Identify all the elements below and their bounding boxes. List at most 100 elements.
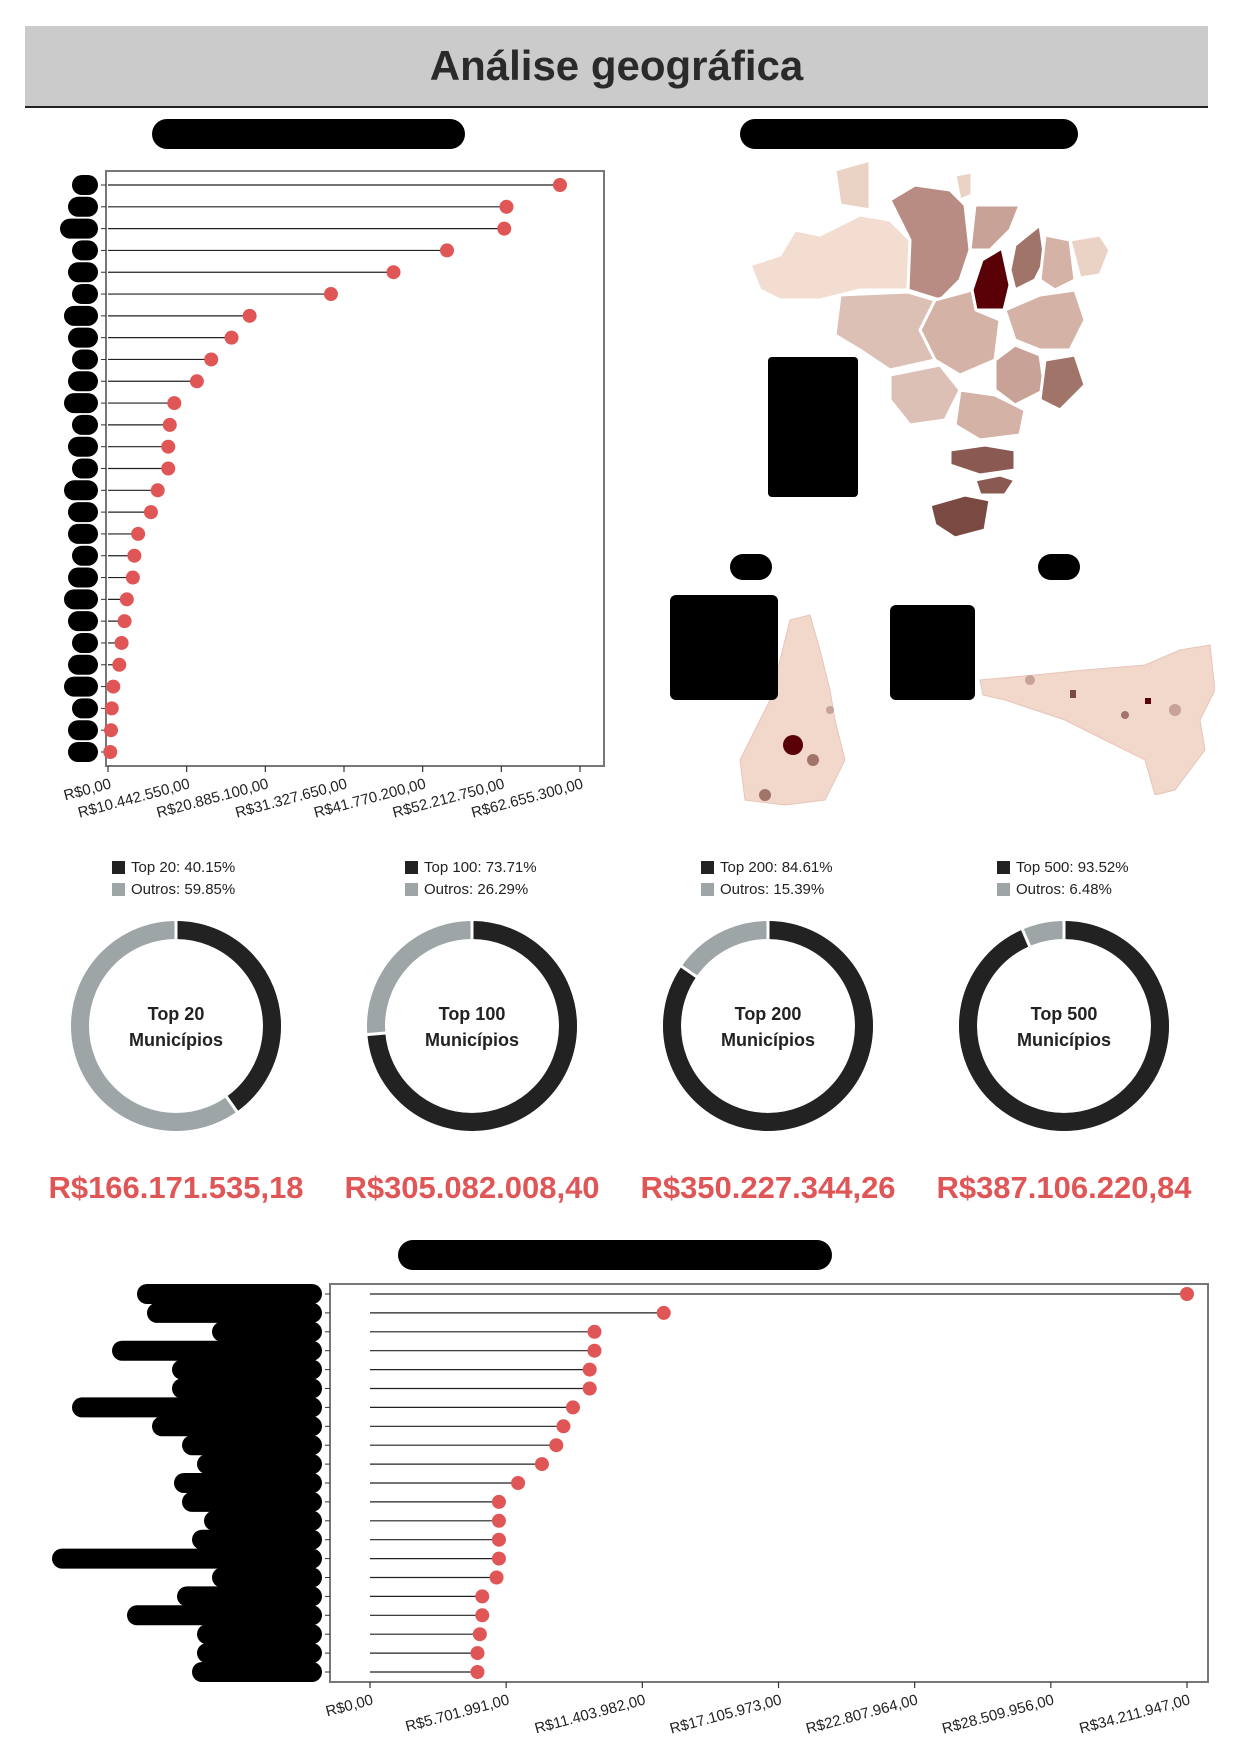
state-map-2 — [979, 644, 1215, 795]
redacted-category-label — [72, 632, 98, 653]
donut-legend-4: Top 500: 93.52% Outros: 6.48% — [997, 857, 1129, 901]
lollipop-point — [103, 745, 118, 759]
donut-center-line1: Top 500 — [1031, 1004, 1098, 1024]
redacted-category-label — [112, 1340, 322, 1361]
lollipop-point — [143, 505, 158, 520]
legend-swatch-top — [701, 861, 714, 874]
lollipop-point — [323, 287, 338, 302]
redacted-category-label — [68, 502, 98, 523]
lollipop-point — [1180, 1287, 1194, 1301]
total-top200: R$350.227.344,26 — [640, 1170, 896, 1205]
lollipop-point — [499, 199, 514, 214]
lollipop-point — [439, 243, 454, 258]
redacted-category-label — [127, 1605, 322, 1626]
redacted-category-label — [182, 1491, 322, 1512]
donut-center-line1: Top 20 — [148, 1004, 205, 1024]
legend-swatch-rest — [701, 883, 714, 896]
plot-frame — [105, 170, 605, 767]
lollipop-point — [150, 483, 165, 498]
redacted-map-legend-state-2 — [890, 605, 975, 700]
donut-separator — [1020, 928, 1032, 948]
redacted-category-label — [68, 371, 98, 392]
redacted-heading-map-state-1 — [730, 554, 772, 580]
redacted-heading-map — [740, 119, 1078, 149]
donut-center-line2: Municípios — [1017, 1030, 1111, 1050]
lollipop-point — [119, 592, 134, 607]
legend-swatch-top — [997, 861, 1010, 874]
lollipop-point — [491, 1551, 506, 1566]
donut-legend-2: Top 100: 73.71% Outros: 26.29% — [405, 857, 537, 901]
donut-separator — [366, 1031, 387, 1037]
redacted-category-label — [68, 654, 98, 675]
lollipop-point — [475, 1589, 490, 1604]
lollipop-point — [131, 526, 146, 541]
lollipop-point — [127, 548, 142, 563]
total-top20: R$166.171.535,18 — [48, 1170, 304, 1205]
lollipop-point — [242, 308, 257, 323]
page-title: Análise geográfica — [429, 42, 804, 89]
lollipop-point — [534, 1457, 549, 1472]
redacted-category-label — [64, 305, 98, 326]
legend-rest-label: Outros: 6.48% — [1016, 881, 1112, 898]
redacted-category-label — [172, 1359, 322, 1380]
redacted-category-label — [172, 1378, 322, 1399]
lollipop-point — [565, 1400, 580, 1415]
lollipop-chart-top: R$0,00R$10.442.550,00R$20.885.100,00R$31… — [60, 170, 605, 822]
donut-chart-top100: Top 100 Municípios — [366, 920, 577, 1131]
redacted-category-label — [68, 720, 98, 741]
legend-top-label: Top 20: 40.15% — [131, 859, 236, 876]
redacted-category-label — [68, 567, 98, 588]
title-bar: Análise geográfica — [25, 26, 1208, 108]
redacted-category-label — [192, 1529, 322, 1550]
redacted-category-label — [60, 218, 98, 239]
legend-swatch-rest — [112, 883, 125, 896]
lollipop-point — [511, 1476, 526, 1490]
x-tick-label: R$11.403.982,00 — [533, 1691, 648, 1737]
redacted-category-label — [197, 1454, 322, 1475]
brazil-choropleth-map — [748, 160, 1112, 540]
lollipop-point — [491, 1532, 506, 1547]
redacted-category-label — [68, 436, 98, 457]
total-top500: R$387.106.220,84 — [936, 1170, 1192, 1205]
lollipop-point — [112, 657, 127, 672]
lollipop-point — [125, 570, 140, 585]
lollipop-point — [472, 1627, 487, 1642]
redacted-category-label — [174, 1473, 322, 1493]
lollipop-point — [224, 330, 239, 345]
redacted-category-label — [197, 1643, 322, 1664]
legend-top-label: Top 100: 73.71% — [424, 859, 537, 876]
redacted-heading-lollipop-1 — [152, 119, 465, 149]
redacted-category-label — [72, 1397, 322, 1418]
lollipop-point — [497, 221, 512, 236]
lollipop-point — [491, 1513, 506, 1528]
redacted-category-label — [64, 480, 98, 501]
redacted-category-label — [204, 1510, 322, 1531]
lollipop-point — [162, 417, 177, 432]
redacted-category-label — [197, 1624, 322, 1645]
redacted-category-label — [137, 1284, 322, 1304]
redacted-category-label — [147, 1302, 322, 1323]
lollipop-point — [582, 1362, 597, 1377]
lollipop-point — [114, 635, 129, 650]
redacted-heading-lollipop-2 — [398, 1240, 832, 1270]
legend-swatch-rest — [405, 883, 418, 896]
legend-top-label: Top 500: 93.52% — [1016, 859, 1129, 876]
redacted-category-label — [68, 742, 98, 762]
redacted-category-label — [177, 1586, 322, 1607]
redacted-category-label — [152, 1416, 322, 1437]
redacted-category-label — [64, 676, 98, 697]
donut-center-line1: Top 100 — [439, 1004, 506, 1024]
redacted-category-label — [68, 523, 98, 544]
lollipop-point — [556, 1419, 571, 1434]
lollipop-point — [475, 1608, 490, 1623]
redacted-map-legend-brazil — [768, 357, 858, 497]
lollipop-point — [582, 1381, 597, 1396]
redacted-category-label — [68, 611, 98, 632]
legend-rest-label: Outros: 15.39% — [720, 881, 825, 898]
donut-chart-top200: Top 200 Municípios — [663, 920, 873, 1131]
lollipop-point — [489, 1570, 504, 1585]
redacted-category-label — [72, 284, 98, 305]
redacted-category-label — [52, 1548, 322, 1569]
donut-chart-top500: Top 500 Municípios — [959, 920, 1169, 1131]
redacted-category-label — [182, 1435, 322, 1456]
